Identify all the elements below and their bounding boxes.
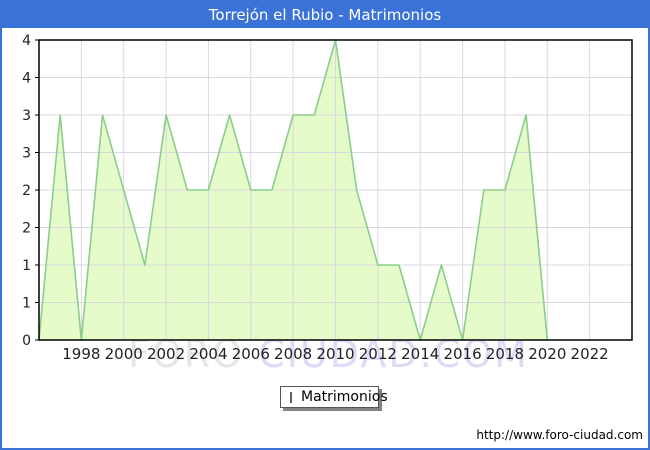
footer-url: http://www.foro-ciudad.com bbox=[476, 428, 643, 442]
y-axis-label: 4 bbox=[22, 71, 31, 87]
y-axis-label: 2 bbox=[22, 183, 31, 199]
y-axis-label: 4 bbox=[22, 33, 31, 49]
x-axis-label-2018: 2018 bbox=[486, 345, 524, 363]
x-axis-label-1998: 1998 bbox=[62, 345, 100, 363]
x-axis-label-2014: 2014 bbox=[401, 345, 439, 363]
y-axis-label: 1 bbox=[22, 258, 31, 274]
x-axis-label-2004: 2004 bbox=[189, 345, 227, 363]
x-axis-label-2010: 2010 bbox=[316, 345, 354, 363]
x-axis-label-2016: 2016 bbox=[443, 345, 481, 363]
legend-label: Matrimonios bbox=[301, 389, 388, 405]
y-axis-label: 1 bbox=[22, 296, 31, 312]
x-axis-label-2008: 2008 bbox=[274, 345, 312, 363]
y-axis-label: 2 bbox=[22, 221, 31, 237]
x-axis-label-2012: 2012 bbox=[359, 345, 397, 363]
chart-title: Torrejón el Rubio - Matrimonios bbox=[2, 2, 648, 28]
x-axis-label-2022: 2022 bbox=[571, 345, 609, 363]
x-axis-label-2000: 2000 bbox=[105, 345, 143, 363]
legend: Matrimonios bbox=[280, 386, 388, 408]
x-axis-label-2006: 2006 bbox=[232, 345, 270, 363]
y-axis-label: 0 bbox=[22, 333, 31, 349]
legend-swatch-matrimonios bbox=[290, 391, 292, 403]
x-axis-label-2002: 2002 bbox=[147, 345, 185, 363]
y-axis-label: 3 bbox=[22, 108, 31, 124]
x-axis-label-2020: 2020 bbox=[528, 345, 566, 363]
y-axis-label: 3 bbox=[22, 146, 31, 162]
